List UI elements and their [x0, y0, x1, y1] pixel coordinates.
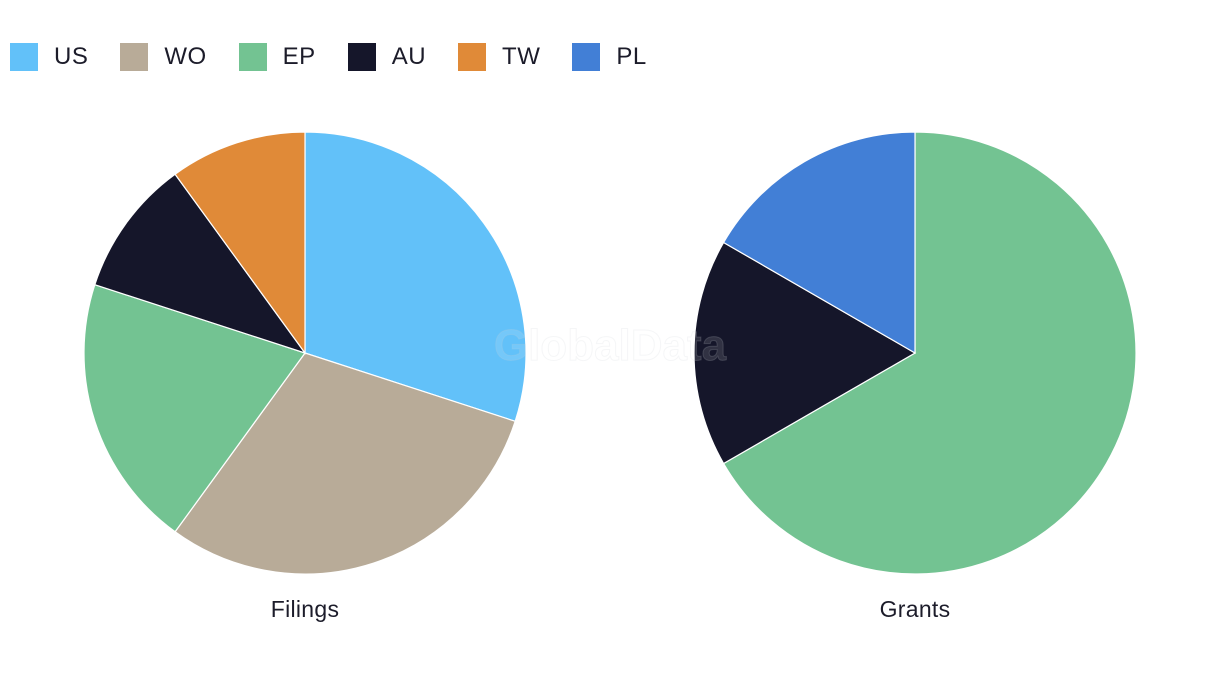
- legend-label-tw: TW: [502, 43, 541, 70]
- chart-legend: US WO EP AU TW PL: [10, 42, 679, 72]
- legend-item-wo: WO: [120, 43, 206, 71]
- pie-slice-filings-au: [94, 173, 307, 355]
- legend-label-au: AU: [391, 43, 427, 70]
- pie-slice-filings-tw: [174, 131, 306, 355]
- legend-swatch-tw: [458, 43, 487, 71]
- legend-label-wo: WO: [164, 43, 207, 70]
- legend-swatch-pl: [572, 43, 601, 71]
- legend-label-us: US: [54, 43, 89, 70]
- legend-swatch-us: [10, 43, 38, 71]
- pie-slice-grants-au: [693, 241, 917, 465]
- legend-swatch-au: [347, 43, 376, 71]
- legend-label-ep: EP: [282, 43, 316, 70]
- pies-group: Filings Grants: [83, 131, 1137, 622]
- pie-slice-filings-wo: [174, 352, 516, 575]
- legend-item-au: AU: [347, 43, 427, 71]
- legend-swatch-wo: [120, 43, 149, 71]
- legend-label-pl: PL: [616, 43, 647, 70]
- legend-item-pl: PL: [572, 43, 646, 71]
- pie-slice-grants-ep: [722, 131, 1137, 575]
- pie-slice-filings-us: [304, 131, 527, 423]
- legend-item-ep: EP: [238, 43, 316, 71]
- pie-title-grants: Grants: [880, 596, 951, 622]
- legend-swatch-ep: [238, 43, 267, 71]
- pie-title-filings: Filings: [271, 596, 340, 622]
- legend-item-us: US: [10, 43, 88, 71]
- watermark: GlobalData: [494, 321, 727, 370]
- pie-slice-grants-pl: [722, 131, 916, 355]
- pie-slice-filings-ep: [83, 283, 306, 533]
- legend-item-tw: TW: [458, 43, 540, 71]
